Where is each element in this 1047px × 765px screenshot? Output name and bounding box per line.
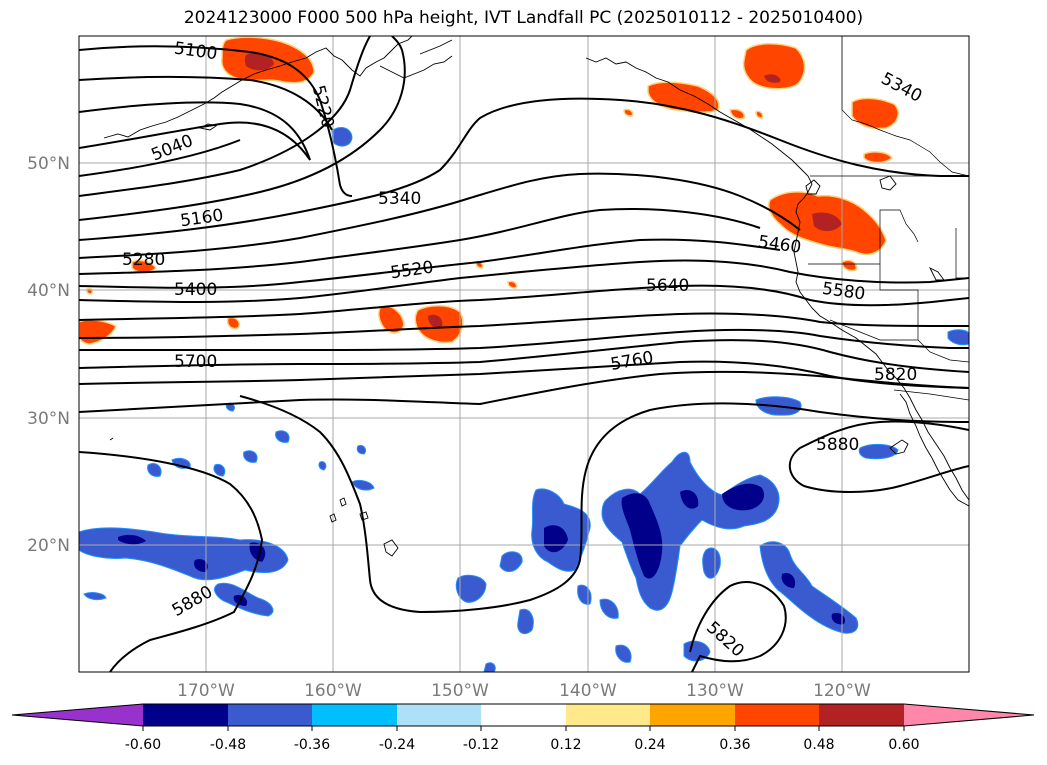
contour-label: 5820 [874,365,917,385]
lon-label: 170°W [177,681,235,701]
colorbar-tick-label: 0.12 [550,737,581,753]
map-panel: 5100 5040 5220 5160 5340 5280 5400 5520 … [79,36,969,672]
colorbar-bin [566,704,650,726]
colorbar-extend-left [12,704,143,726]
colorbar-tick-label: -0.24 [379,737,415,753]
lat-label: 40°N [27,281,70,301]
lon-label: 150°W [431,681,489,701]
coastlines [103,36,969,557]
colorbar-bin [312,704,397,726]
ivt-positive-fill [79,36,899,345]
contour-label: 5700 [174,352,217,372]
lon-label: 160°W [304,681,362,701]
lon-label: 120°W [813,681,871,701]
colorbar: -0.60 -0.48 -0.36 -0.24 -0.12 0.12 0.24 … [11,703,1035,753]
colorbar-extend-right [904,704,1034,726]
colorbar-tick-label: 0.60 [888,737,919,753]
contour-label: 5880 [816,435,859,455]
height-contours [79,36,969,672]
lat-label: 30°N [27,409,70,429]
contour-label: 5340 [378,189,421,209]
colorbar-tick-label: -0.36 [294,737,330,753]
lat-label: 50°N [27,154,70,174]
latitude-labels: 50°N 40°N 30°N 20°N [27,154,70,556]
colorbar-ticks [142,726,905,731]
colorbar-bin [481,704,566,726]
colorbar-tick-label: -0.48 [210,737,246,753]
colorbar-tick-label: 0.48 [803,737,834,753]
map-title: 2024123000 F000 500 hPa height, IVT Land… [183,8,864,28]
lon-label: 130°W [686,681,744,701]
colorbar-bin [397,704,481,726]
colorbar-tick-label: 0.36 [719,737,750,753]
colorbar-bin [143,704,228,726]
map-frame [78,35,970,673]
contour-label: 5640 [646,276,689,296]
contour-label: 5280 [122,250,165,270]
colorbar-tick-label: -0.12 [463,737,499,753]
colorbar-bin [228,704,312,726]
colorbar-tick-label: 0.24 [634,737,665,753]
colorbar-tick-label: -0.60 [125,737,161,753]
colorbar-bin [650,704,735,726]
ivt-negative-fill [79,127,969,672]
contour-label: 5400 [174,280,217,300]
colorbar-bin [819,704,904,726]
lon-label: 140°W [559,681,617,701]
lat-label: 20°N [27,536,70,556]
graticule [79,36,969,672]
longitude-labels: 170°W 160°W 150°W 140°W 130°W 120°W [177,681,871,701]
colorbar-bin [735,704,819,726]
